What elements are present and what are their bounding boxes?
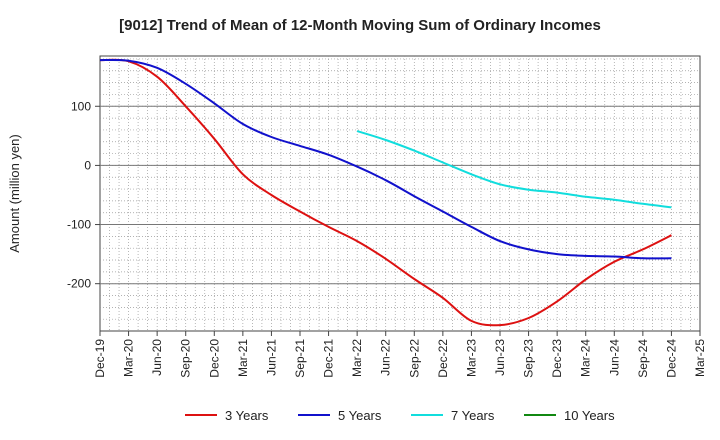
x-tick-label: Sep-23 [522,339,536,378]
series-line-3-years [99,58,672,327]
y-axis: 100 0 -100 -200 [67,99,100,291]
x-tick-label: Sep-24 [636,339,650,378]
x-axis: Dec-19 Mar-20 Jun-20 Sep-20 Dec-20 Mar-21 Jun-… [93,331,707,378]
x-tick-label: Mar-20 [122,339,136,377]
x-tick-label: Jun-21 [264,339,278,376]
plot-area [99,55,701,332]
x-tick-label: Dec-23 [550,339,564,378]
x-tick-label: Dec-20 [207,339,221,378]
y-tick-label: 100 [71,99,91,113]
x-tick-label: Sep-21 [293,339,307,378]
legend-label-5-years: 5 Years [338,408,382,423]
y-axis-label: Amount (million yen) [7,134,22,253]
legend: 3 Years 5 Years 7 Years 10 Years [185,408,615,423]
x-tick-label: Jun-20 [150,339,164,376]
x-tick-label: Jun-24 [607,339,621,376]
series-line-5-years [99,58,672,260]
grid [100,56,700,331]
x-tick-label: Mar-25 [693,339,707,377]
y-tick-label: -100 [67,218,91,232]
x-tick-label: Sep-22 [407,339,421,378]
x-tick-label: Dec-24 [664,339,678,378]
x-tick-label: Mar-23 [464,339,478,377]
x-tick-label: Jun-22 [379,339,393,376]
series [99,58,672,327]
x-tick-label: Sep-20 [179,339,193,378]
x-tick-label: Dec-21 [322,339,336,378]
x-tick-label: Mar-21 [236,339,250,377]
legend-label-10-years: 10 Years [564,408,615,423]
x-tick-label: Mar-24 [579,339,593,377]
x-tick-label: Dec-22 [436,339,450,378]
x-tick-label: Mar-22 [350,339,364,377]
y-tick-label: -200 [67,277,91,291]
x-tick-label: Jun-23 [493,339,507,376]
series-line-7-years [356,130,672,209]
x-tick-label: Dec-19 [93,339,107,378]
chart-title: [9012] Trend of Mean of 12-Month Moving … [119,17,601,34]
legend-label-7-years: 7 Years [451,408,495,423]
y-tick-label: 0 [84,158,91,172]
legend-label-3-years: 3 Years [225,408,269,423]
